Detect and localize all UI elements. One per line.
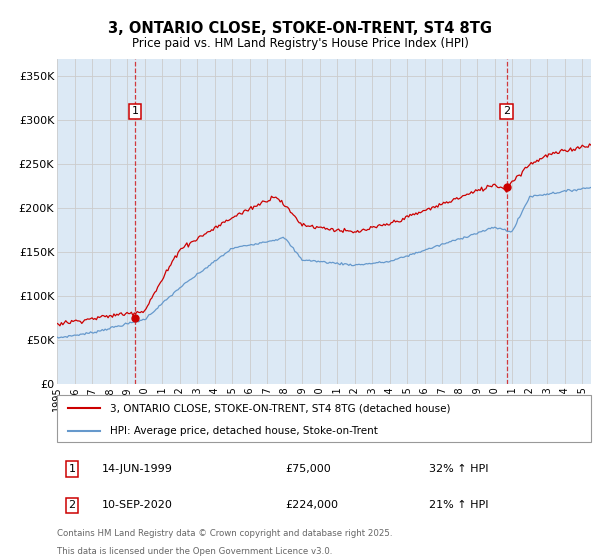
FancyBboxPatch shape — [57, 395, 591, 442]
Text: HPI: Average price, detached house, Stoke-on-Trent: HPI: Average price, detached house, Stok… — [110, 426, 378, 436]
Text: 1: 1 — [131, 106, 139, 116]
Text: Price paid vs. HM Land Registry's House Price Index (HPI): Price paid vs. HM Land Registry's House … — [131, 37, 469, 50]
Text: 32% ↑ HPI: 32% ↑ HPI — [429, 464, 488, 474]
Text: 2: 2 — [68, 501, 76, 510]
Text: 1: 1 — [68, 464, 76, 474]
Text: 10-SEP-2020: 10-SEP-2020 — [102, 501, 173, 510]
Text: 3, ONTARIO CLOSE, STOKE-ON-TRENT, ST4 8TG (detached house): 3, ONTARIO CLOSE, STOKE-ON-TRENT, ST4 8T… — [110, 403, 451, 413]
Text: £224,000: £224,000 — [285, 501, 338, 510]
Text: £75,000: £75,000 — [285, 464, 331, 474]
Text: 2: 2 — [503, 106, 511, 116]
Text: 21% ↑ HPI: 21% ↑ HPI — [429, 501, 488, 510]
Text: 14-JUN-1999: 14-JUN-1999 — [102, 464, 173, 474]
Text: Contains HM Land Registry data © Crown copyright and database right 2025.: Contains HM Land Registry data © Crown c… — [57, 529, 392, 538]
Text: This data is licensed under the Open Government Licence v3.0.: This data is licensed under the Open Gov… — [57, 547, 332, 556]
Text: 3, ONTARIO CLOSE, STOKE-ON-TRENT, ST4 8TG: 3, ONTARIO CLOSE, STOKE-ON-TRENT, ST4 8T… — [108, 21, 492, 36]
